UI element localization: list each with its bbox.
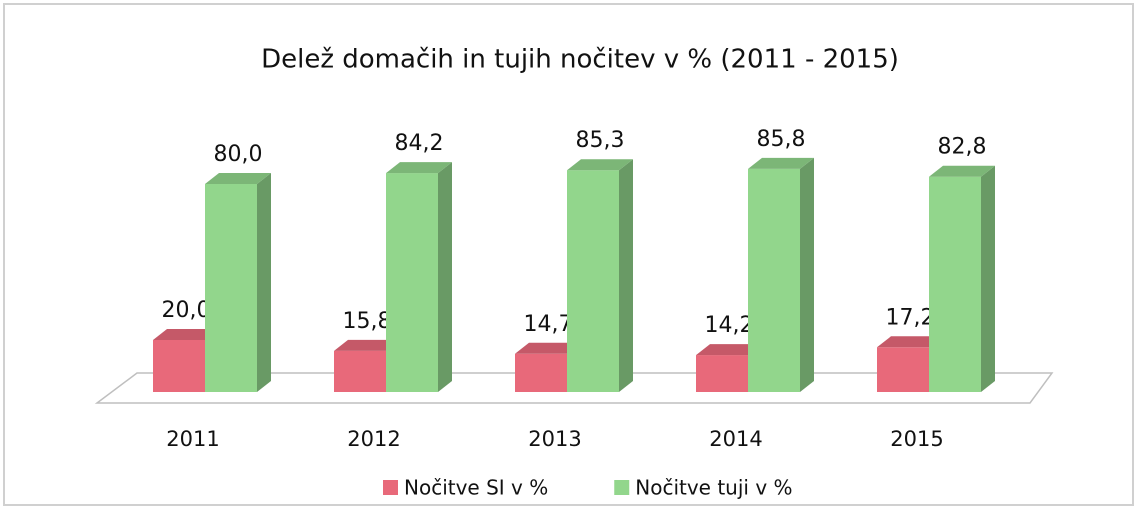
- value-label: 85,3: [576, 128, 625, 153]
- value-label: 20,0: [162, 298, 211, 323]
- bar: [929, 176, 981, 392]
- value-label: 80,0: [214, 142, 263, 167]
- bar-top: [696, 344, 762, 356]
- bar-top: [929, 165, 995, 177]
- chart-title: Delež domačih in tujih nočitev v % (2011…: [261, 45, 899, 75]
- bar-top: [877, 336, 943, 348]
- bar-top: [205, 173, 271, 184]
- bar: [334, 350, 386, 392]
- bar: [748, 168, 800, 392]
- x-tick-label: 2011: [166, 427, 219, 451]
- x-tick-label: 2012: [347, 427, 400, 451]
- bar: [696, 355, 748, 392]
- bar: [567, 170, 619, 392]
- x-tick-label: 2015: [890, 427, 943, 451]
- bar-side: [981, 165, 995, 392]
- bar-side: [619, 159, 633, 392]
- value-label: 82,8: [938, 135, 987, 160]
- value-label: 14,7: [524, 312, 573, 337]
- bar-top: [748, 157, 814, 169]
- value-label: 85,8: [757, 127, 806, 152]
- legend-swatch: [614, 480, 630, 495]
- bar: [205, 184, 257, 392]
- bar-top: [386, 162, 452, 174]
- legend-label: Nočitve SI v %: [404, 476, 548, 500]
- bar-top: [515, 342, 581, 354]
- bar-top: [153, 329, 219, 340]
- x-tick-label: 2013: [528, 427, 581, 451]
- bar: [386, 173, 438, 392]
- bar: [877, 347, 929, 392]
- bar-side: [257, 173, 271, 392]
- value-label: 15,8: [343, 309, 392, 334]
- legend-swatch: [383, 480, 398, 495]
- value-label: 14,2: [705, 313, 754, 338]
- value-label: 84,2: [395, 131, 444, 156]
- legend-label: Nočitve tuji v %: [635, 476, 792, 500]
- bar-side: [438, 162, 452, 392]
- bar-side: [800, 157, 814, 392]
- bar: [515, 353, 567, 392]
- bar-top: [567, 159, 633, 171]
- x-tick-label: 2014: [709, 427, 762, 451]
- value-label: 17,2: [886, 305, 935, 330]
- bar-top: [334, 339, 400, 351]
- bar: [153, 340, 205, 392]
